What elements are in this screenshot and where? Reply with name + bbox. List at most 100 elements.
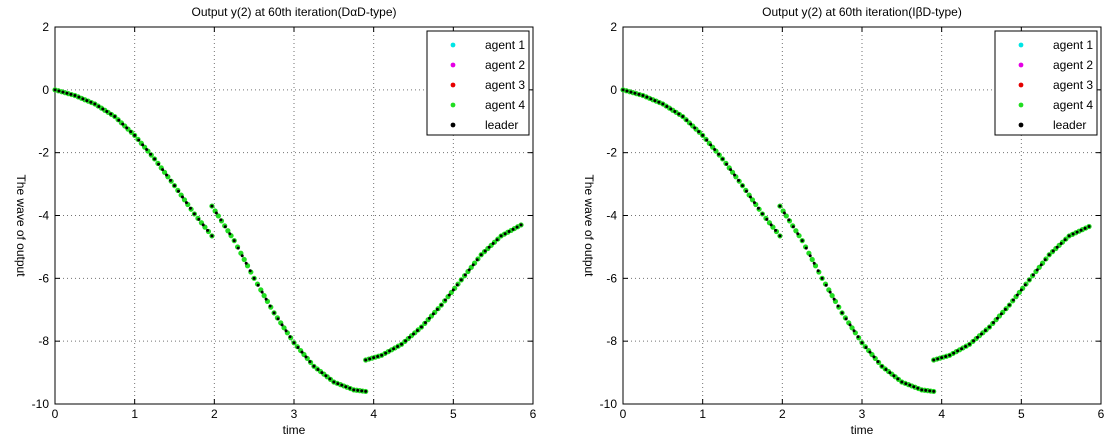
data-point (1071, 232, 1075, 236)
data-point (1087, 224, 1091, 228)
data-point (125, 126, 129, 130)
data-point (653, 99, 657, 103)
data-point (904, 382, 908, 386)
x-tick-label: 1 (699, 407, 706, 421)
data-point (511, 227, 515, 231)
data-point (169, 178, 173, 182)
data-point (101, 107, 105, 111)
legend: agent 1 agent 2 agent 3 agent 4 leader (994, 30, 1098, 136)
data-point (435, 307, 439, 311)
data-point (1003, 307, 1007, 311)
data-point (89, 100, 93, 104)
data-point (372, 356, 376, 360)
chart-title: Output y(2) at 60th iteration(IβD-type) (762, 5, 962, 19)
data-point (280, 323, 284, 327)
legend-label: agent 2 (485, 58, 525, 72)
data-point (380, 353, 384, 357)
data-point (1043, 258, 1047, 262)
data-point (1019, 288, 1023, 292)
data-point (81, 97, 85, 101)
data-point (348, 386, 352, 390)
data-point (471, 263, 475, 267)
data-point (184, 201, 188, 205)
data-point (256, 283, 260, 287)
data-point (292, 341, 296, 345)
data-point (459, 278, 463, 282)
data-point (685, 118, 689, 122)
y-axis-label: The wave of output (582, 174, 596, 277)
data-point (312, 364, 316, 368)
data-point (983, 328, 987, 332)
data-point (832, 297, 836, 301)
data-point (778, 234, 782, 238)
data-point (97, 104, 101, 108)
data-point (629, 90, 633, 94)
data-point (864, 345, 868, 349)
data-point (364, 358, 368, 362)
x-tick-label: 3 (859, 407, 866, 421)
data-point (447, 293, 451, 297)
data-point (924, 388, 928, 392)
legend-label: leader (485, 118, 518, 132)
data-point (876, 360, 880, 364)
y-tick-label: -2 (606, 146, 617, 160)
data-point (368, 357, 372, 361)
series-leader (53, 88, 523, 393)
data-point (952, 351, 956, 355)
data-point (412, 332, 415, 336)
data-point (709, 143, 713, 147)
data-point (219, 218, 223, 222)
data-point (641, 93, 645, 97)
data-point (787, 218, 791, 222)
data-point (141, 143, 145, 147)
data-point (912, 385, 916, 389)
legend-marker (450, 62, 456, 68)
data-point (336, 382, 340, 386)
data-point (264, 297, 268, 301)
data-point (495, 238, 499, 242)
data-point (408, 335, 412, 339)
data-point (677, 112, 681, 116)
data-point (400, 342, 404, 346)
x-tick-label: 6 (1098, 407, 1105, 421)
data-point (932, 358, 936, 362)
data-point (796, 232, 800, 236)
x-tick-label: 2 (211, 407, 218, 421)
x-tick-label: 5 (1018, 407, 1025, 421)
data-point (852, 329, 856, 333)
legend-label: agent 1 (1053, 38, 1093, 52)
data-point (932, 389, 936, 393)
chart-title: Output y(2) at 60th iteration(DαD-type) (191, 5, 396, 19)
data-point (228, 232, 232, 236)
data-point (344, 385, 348, 389)
data-point (995, 316, 999, 320)
data-point (137, 138, 141, 142)
x-tick-label: 0 (52, 407, 59, 421)
legend-marker (450, 102, 456, 108)
data-point (223, 225, 227, 229)
data-point (1011, 298, 1015, 302)
y-tick-label: 2 (42, 20, 49, 34)
data-point (824, 283, 828, 287)
data-point (360, 389, 364, 393)
data-point (145, 148, 149, 152)
data-point (1007, 303, 1011, 307)
data-point (793, 228, 799, 234)
data-point (352, 388, 356, 392)
data-point (248, 269, 252, 273)
data-point (701, 133, 705, 137)
data-point (820, 276, 824, 280)
legend-box (426, 30, 530, 136)
data-point (364, 389, 368, 393)
data-point (769, 223, 773, 227)
data-point (260, 290, 264, 294)
data-point (133, 133, 137, 137)
data-point (829, 293, 835, 299)
data-point (284, 329, 288, 333)
data-point (800, 239, 804, 243)
data-point (717, 152, 721, 156)
data-point (1015, 293, 1019, 297)
data-point (475, 258, 479, 262)
data-point (210, 204, 214, 208)
data-point (296, 345, 300, 349)
